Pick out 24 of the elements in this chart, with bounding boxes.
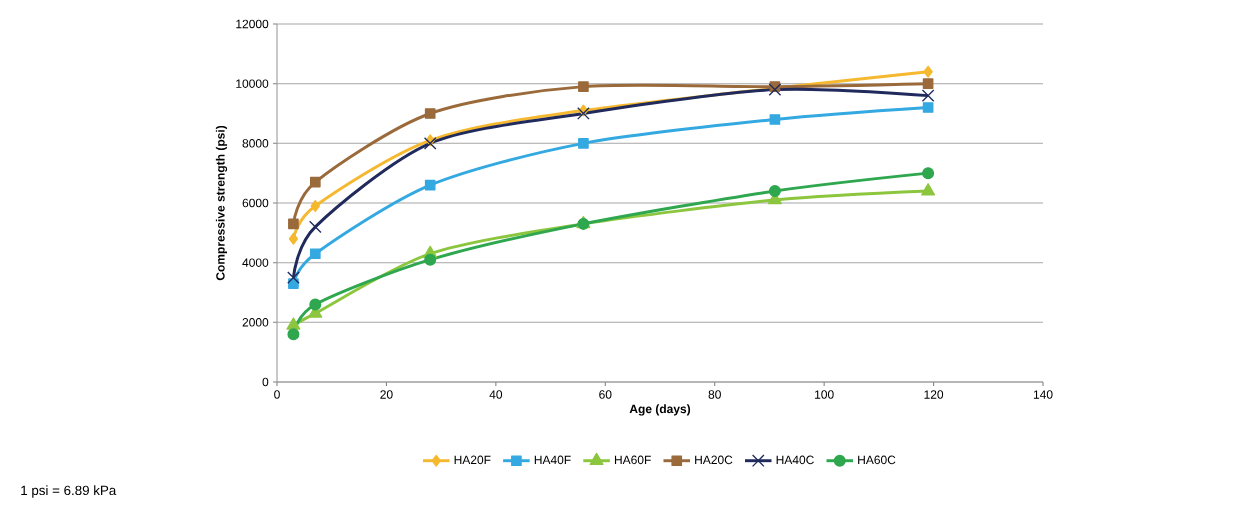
y-axis-title: Compressive strength (psi) (215, 125, 228, 281)
x-tick-label: 0 (274, 390, 280, 399)
x-tick-label: 20 (380, 390, 393, 399)
legend-label: HA20F (454, 455, 491, 465)
x-axis-title: Age (days) (629, 404, 691, 416)
y-tick-label: 6000 (242, 198, 269, 208)
legend-label: HA60C (858, 455, 896, 465)
y-tick-label: 12000 (236, 19, 269, 29)
x-tick-label: 100 (815, 390, 834, 399)
legend-label: HA40C (776, 455, 814, 465)
x-tick-label: 80 (708, 390, 721, 399)
y-tick-label: 2000 (242, 318, 269, 327)
x-tick-label: 60 (599, 390, 612, 399)
x-tick-label: 140 (1033, 390, 1053, 399)
y-tick-label: 4000 (242, 258, 269, 267)
y-tick-label: 0 (262, 377, 269, 387)
legend-label: HA40F (534, 455, 571, 465)
x-tick-label: 120 (924, 390, 944, 399)
y-tick-label: 10000 (236, 79, 269, 88)
y-tick-label: 8000 (242, 139, 269, 148)
text: 1 psi = 6.89 kPa (21, 485, 117, 498)
legend-label: HA60F (614, 455, 651, 465)
legend-label: HA20C (695, 455, 733, 465)
x-tick-label: 40 (489, 390, 503, 399)
